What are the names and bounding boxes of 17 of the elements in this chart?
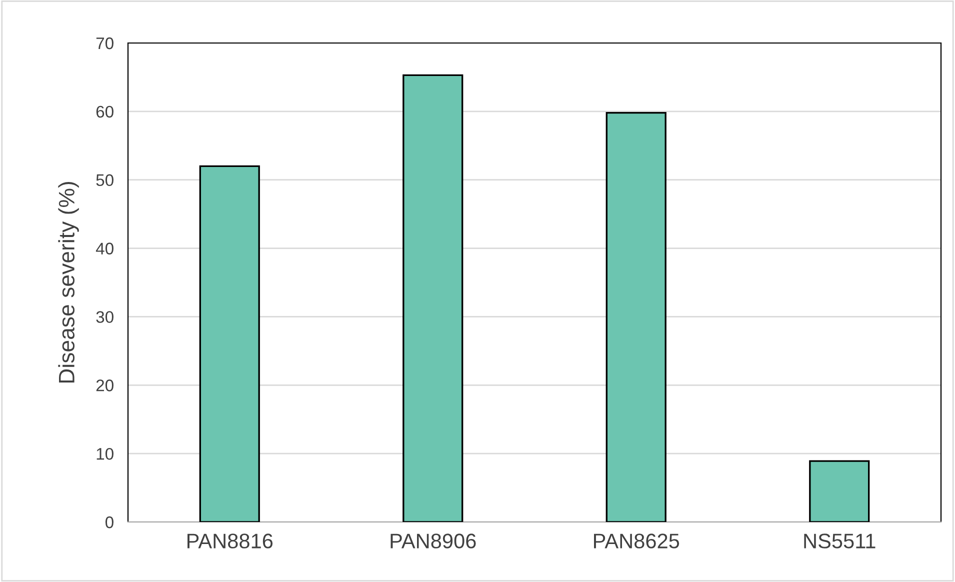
- y-tick-label: 0: [105, 516, 114, 528]
- y-tick-label: 40: [96, 242, 114, 254]
- x-tick-label: PAN8906: [390, 534, 476, 548]
- y-axis-title: Disease severity (%): [58, 182, 79, 383]
- bar: [606, 112, 666, 522]
- y-tick-label: 70: [96, 37, 114, 50]
- y-tick-label: 20: [96, 380, 114, 392]
- x-tick-label: PAN8816: [188, 534, 273, 548]
- x-tick-label: NS5511: [804, 534, 876, 548]
- x-tick-label: PAN8625: [594, 534, 680, 548]
- y-tick-label: 60: [96, 106, 114, 118]
- bar: [199, 165, 260, 522]
- y-tick-label: 30: [96, 311, 114, 323]
- bar: [402, 74, 464, 522]
- y-tick-label: 10: [96, 448, 114, 460]
- bar: [809, 460, 870, 522]
- y-tick-label: 50: [96, 174, 114, 186]
